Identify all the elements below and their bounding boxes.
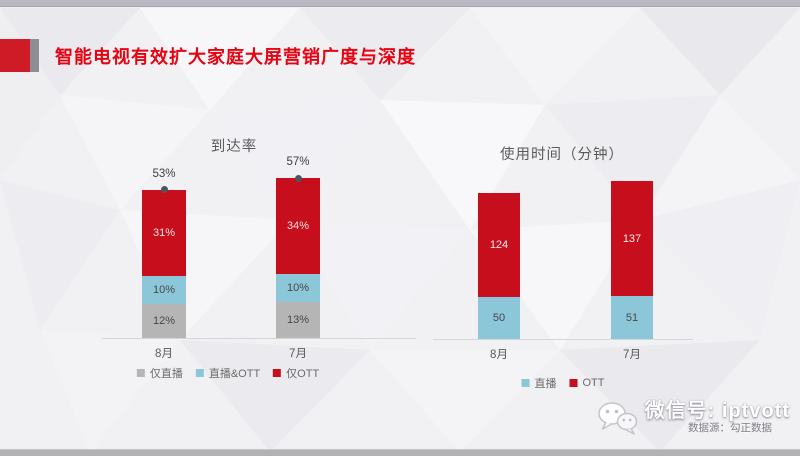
bar-segment-reach-c1-s0: 13% (276, 301, 320, 338)
legend-usage: 直播 OTT (521, 375, 605, 391)
wechat-id-label: 微信号: iptvott (644, 400, 790, 422)
bottom-bar (0, 449, 800, 456)
x-axis-line (433, 339, 693, 340)
legend-label: 仅OTT (286, 368, 320, 380)
bar-segment-value: 13% (286, 313, 310, 326)
bar-segment-value: 31% (152, 226, 176, 239)
chart-title-reach: 到达率 (210, 139, 258, 155)
x-axis-line (102, 338, 416, 339)
legend-item-usage-s0: 直播 (521, 375, 557, 391)
legend-swatch (273, 369, 282, 377)
legend-swatch (136, 369, 145, 377)
legend-label: 直播 (534, 378, 557, 390)
legend-item-usage-s1: OTT (569, 377, 605, 389)
bar-segment-value: 50 (492, 312, 506, 324)
category-label-reach-c0: 8月 (155, 348, 173, 360)
bar-segment-usage-c1-s1: 137 (611, 181, 653, 297)
slide-title: 智能电视有效扩大家庭大屏营销广度与深度 (55, 47, 416, 67)
legend-swatch (569, 379, 578, 387)
bar-segment-reach-c0-s0: 12% (142, 304, 186, 338)
bar-segment-usage-c0-s0: 50 (478, 297, 520, 339)
total-marker-dot (294, 174, 302, 182)
bar-segment-usage-c1-s0: 51 (611, 296, 653, 339)
wechat-footer: 微信号: iptvott 数据源：勾正数据 (597, 400, 790, 438)
bar-segment-value: 137 (622, 232, 642, 245)
top-bar (0, 0, 800, 7)
bar-segment-reach-c0-s1: 10% (142, 276, 186, 305)
legend-item-reach-s0: 仅直播 (136, 365, 183, 381)
category-label-usage-c0: 8月 (490, 349, 508, 361)
bar-segment-usage-c0-s1: 124 (478, 192, 520, 297)
legend-item-reach-s1: 直播&OTT (195, 365, 261, 381)
data-source-label: 数据源：勾正数据 (688, 422, 772, 434)
chart-title-usage: 使用时间（分钟） (500, 147, 624, 163)
legend-reach: 仅直播 直播&OTT 仅OTT (136, 365, 319, 381)
chart-usage-time: 使用时间（分钟） 50 124 8月 51 137 7月直播 OTT (420, 130, 720, 390)
legend-label: OTT (582, 377, 605, 389)
legend-item-reach-s2: 仅OTT (273, 365, 319, 381)
title-accent-red-block (0, 39, 30, 72)
legend-swatch (521, 379, 530, 387)
bar-segment-value: 12% (152, 315, 176, 328)
chart-reach-rate: 到达率 12% 10% 31% 53% 8月 13% 10% 34% 57% 7月仅直播 直播&OTT… (100, 130, 420, 390)
category-label-reach-c1: 7月 (289, 348, 307, 360)
bar-segment-value: 51 (625, 311, 639, 324)
total-value-label: 57% (286, 156, 310, 169)
legend-label: 直播&OTT (208, 368, 261, 380)
wechat-icon (597, 402, 637, 435)
bar-segment-value: 10% (152, 284, 176, 297)
title-accent-gray-block (30, 39, 39, 72)
legend-label: 仅直播 (149, 368, 183, 380)
total-value-label: 53% (152, 167, 176, 180)
title-banner: 智能电视有效扩大家庭大屏营销广度与深度 (0, 39, 800, 72)
bar-segment-reach-c1-s2: 34% (276, 178, 320, 274)
legend-swatch (195, 369, 204, 377)
bar-segment-reach-c0-s2: 31% (142, 189, 186, 277)
bar-segment-value: 10% (286, 281, 310, 294)
bar-segment-value: 124 (489, 238, 509, 251)
bar-segment-value: 34% (286, 219, 310, 232)
bar-segment-reach-c1-s1: 10% (276, 273, 320, 302)
category-label-usage-c1: 7月 (623, 349, 641, 361)
total-marker-dot (160, 186, 168, 194)
